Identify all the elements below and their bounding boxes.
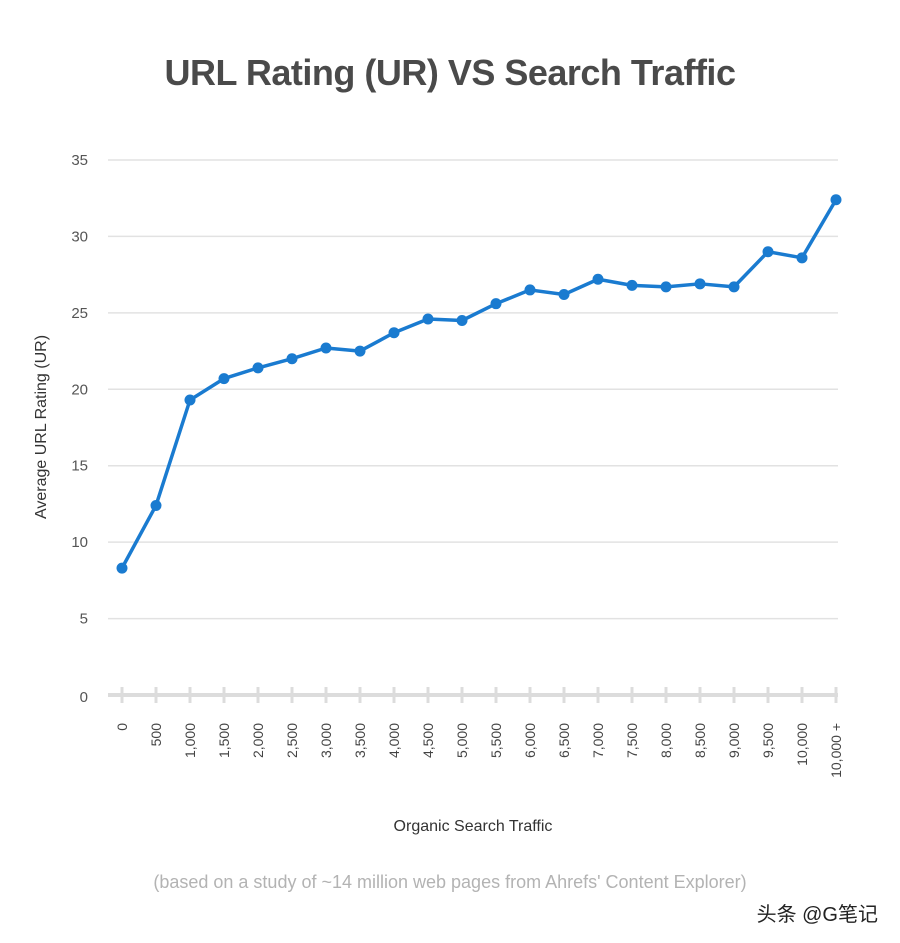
data-point xyxy=(524,284,536,296)
x-tick-label: 0 xyxy=(114,723,130,731)
x-tick-label: 6,000 xyxy=(522,723,538,758)
x-tick-label: 5,000 xyxy=(454,723,470,758)
gridlines xyxy=(108,159,838,620)
y-tick-label: 20 xyxy=(71,381,88,398)
data-point xyxy=(694,278,706,290)
data-point xyxy=(354,345,366,357)
x-tick-label: 3,000 xyxy=(318,723,334,758)
x-axis-title: Organic Search Traffic xyxy=(394,818,553,835)
y-tick-label: 15 xyxy=(71,458,88,475)
x-tick-label: 6,500 xyxy=(556,723,572,758)
data-point xyxy=(626,279,638,291)
data-point xyxy=(456,315,468,326)
x-tick-label: 4,000 xyxy=(386,723,402,758)
data-point xyxy=(116,562,128,574)
chart-title: URL Rating (UR) VS Search Traffic xyxy=(164,52,736,93)
x-tick-label: 9,500 xyxy=(760,723,776,758)
data-point xyxy=(660,281,672,293)
y-tick-label: 30 xyxy=(71,228,88,245)
x-tick-label: 10,000 + xyxy=(828,723,844,778)
x-tick-label: 8,000 xyxy=(658,723,674,758)
series-line xyxy=(120,197,838,570)
x-tick-label: 1,500 xyxy=(216,723,232,758)
series-line-group xyxy=(116,194,842,574)
data-point xyxy=(558,289,570,301)
watermark: 头条 @G笔记 xyxy=(756,904,878,926)
y-tick-labels: 0 5 10 15 20 25 30 35 xyxy=(71,152,88,706)
data-point xyxy=(796,252,808,264)
x-tick-label: 2,500 xyxy=(284,723,300,758)
x-tick-label: 7,000 xyxy=(590,723,606,758)
x-tick-label: 2,000 xyxy=(250,723,266,758)
data-point xyxy=(388,327,400,339)
y-tick-label: 10 xyxy=(71,534,88,551)
data-point xyxy=(592,273,604,285)
data-point xyxy=(830,194,842,206)
x-tick-label: 500 xyxy=(148,723,164,747)
data-point xyxy=(286,353,298,365)
x-tick-labels: 0 500 1,000 1,500 2,000 2,500 3,000 3,500 4,000 4… xyxy=(114,723,844,778)
x-tick-label: 3,500 xyxy=(352,723,368,758)
data-point xyxy=(184,394,196,406)
y-tick-label: 5 xyxy=(80,611,88,628)
y-tick-label: 35 xyxy=(71,152,88,169)
y-axis-title: Average URL Rating (UR) xyxy=(33,335,50,519)
x-tick-label: 5,500 xyxy=(488,723,504,758)
data-point xyxy=(728,281,740,293)
x-tick-label: 9,000 xyxy=(726,723,742,758)
data-point xyxy=(320,342,332,354)
data-point xyxy=(252,362,264,374)
x-tick-label: 1,000 xyxy=(182,723,198,758)
data-point xyxy=(218,373,230,385)
x-tick-label: 4,500 xyxy=(420,723,436,758)
x-axis xyxy=(108,687,838,703)
footnote: (based on a study of ~14 million web pag… xyxy=(153,872,747,892)
x-tick-label: 10,000 xyxy=(794,723,810,766)
data-point xyxy=(150,499,162,511)
data-point xyxy=(490,298,502,310)
x-tick-label: 8,500 xyxy=(692,723,708,758)
y-tick-label: 25 xyxy=(71,305,88,322)
data-point xyxy=(422,313,434,325)
y-tick-label: 0 xyxy=(80,689,88,706)
x-tick-label: 7,500 xyxy=(624,723,640,758)
data-point xyxy=(762,246,774,258)
